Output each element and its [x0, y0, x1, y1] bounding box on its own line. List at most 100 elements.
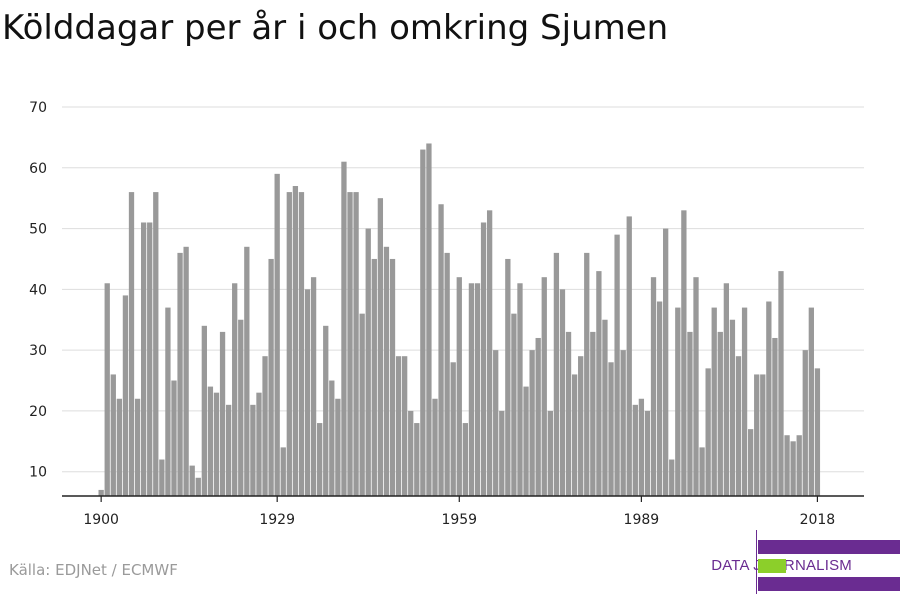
bar-2000: [705, 368, 711, 496]
bar-2013: [784, 435, 790, 496]
bar-2014: [790, 441, 796, 496]
bar-1960: [462, 423, 468, 496]
bar-1973: [541, 277, 547, 496]
bar-1917: [201, 325, 207, 496]
bar-1958: [450, 362, 456, 496]
bar-1982: [596, 271, 602, 496]
x-axis-ticks: 1900 1929 1959 1989 2018: [83, 496, 835, 528]
gridlines: [62, 106, 864, 473]
bar-1907: [140, 222, 147, 497]
bar-1979: [578, 356, 584, 496]
bar-1967: [505, 258, 511, 496]
bar-1983: [602, 319, 608, 496]
bar-1919: [213, 392, 220, 496]
bar-1913: [177, 252, 183, 497]
bar-1991: [650, 277, 657, 496]
bar-2018: [814, 368, 821, 496]
bar-1935: [310, 277, 317, 496]
bar-1984: [608, 362, 614, 496]
bar-1987: [626, 216, 632, 496]
logo-bar-purple-top: [758, 540, 900, 554]
bar-1933: [298, 192, 305, 496]
logo-bar-purple-bottom: [758, 577, 900, 591]
bar-1946: [377, 198, 384, 497]
bar-1915: [189, 465, 195, 496]
bar-2011: [772, 337, 778, 496]
bar-1906: [134, 398, 141, 496]
bar-1943: [359, 313, 365, 496]
bar-1964: [486, 210, 493, 496]
bar-1904: [122, 295, 129, 496]
bar-2015: [796, 435, 802, 496]
bar-1961: [468, 283, 475, 496]
bar-1911: [165, 307, 171, 496]
bar-2001: [711, 307, 717, 496]
x-tick-label: 1929: [259, 512, 295, 528]
y-tick-label: 70: [29, 100, 47, 116]
bar-1989: [638, 398, 645, 496]
bar-1934: [304, 289, 311, 496]
bar-1937: [323, 325, 329, 496]
bar-1986: [620, 350, 626, 497]
edjnet-logo: EUROPEAN DATA JOURNALISM NETWORK: [700, 530, 900, 594]
y-tick-label: 10: [29, 465, 47, 481]
y-tick-label: 20: [29, 404, 47, 420]
bar-2006: [741, 307, 748, 496]
logo-line-2: DATA JOURNALISM: [711, 557, 852, 574]
bar-1981: [590, 331, 596, 496]
bar-1990: [644, 410, 651, 496]
bar-1954: [426, 143, 432, 496]
bar-1912: [171, 380, 177, 496]
bar-1993: [663, 228, 669, 496]
bar-1978: [571, 374, 578, 496]
bar-1992: [656, 301, 663, 496]
bar-1939: [335, 398, 341, 496]
bar-1927: [262, 356, 268, 496]
bar-1941: [347, 192, 353, 496]
logo-bar-green: [758, 559, 786, 573]
chart-title: Kölddagar per år i och omkring Sjumen: [2, 8, 669, 48]
bar-1938: [329, 380, 335, 496]
bar-1908: [147, 222, 153, 497]
bar-2003: [723, 283, 730, 496]
bar-1955: [432, 398, 438, 496]
logo-divider: [756, 530, 757, 594]
bar-1963: [480, 222, 487, 497]
bar-1901: [104, 283, 110, 496]
bar-1950: [402, 356, 408, 496]
bars: [98, 143, 821, 497]
bar-1994: [669, 459, 675, 496]
bar-1999: [699, 447, 705, 497]
bar-2010: [766, 301, 772, 496]
bar-1949: [395, 356, 402, 496]
bar-1918: [207, 386, 214, 496]
x-tick-label: 1900: [83, 512, 119, 528]
bar-1974: [547, 410, 553, 496]
y-tick-label: 50: [29, 222, 47, 238]
source-note: Källa: EDJNet / ECMWF: [9, 561, 178, 579]
x-tick-label: 1989: [624, 512, 660, 528]
bar-1996: [681, 210, 687, 496]
bar-1953: [420, 149, 426, 497]
y-tick-label: 40: [29, 282, 47, 298]
bar-1976: [559, 289, 566, 496]
bar-chart: 10 20 30 40 50 60 70 1900 1929 1959 1989 2018: [29, 100, 864, 528]
bar-1903: [116, 398, 123, 496]
bar-2017: [808, 307, 814, 496]
bar-2002: [717, 331, 723, 496]
bar-1997: [687, 331, 693, 496]
bar-1945: [371, 258, 377, 496]
bar-1947: [383, 246, 390, 496]
bar-2008: [754, 374, 760, 496]
bar-1968: [511, 313, 517, 496]
bar-1926: [256, 392, 262, 496]
bar-1956: [438, 204, 444, 496]
bar-1930: [280, 447, 286, 497]
bar-1952: [414, 423, 420, 496]
bar-1925: [250, 404, 256, 496]
bar-1965: [493, 350, 499, 497]
bar-1977: [565, 331, 572, 496]
bar-1928: [268, 258, 274, 496]
bar-2016: [802, 350, 808, 497]
y-tick-label: 30: [29, 343, 47, 359]
